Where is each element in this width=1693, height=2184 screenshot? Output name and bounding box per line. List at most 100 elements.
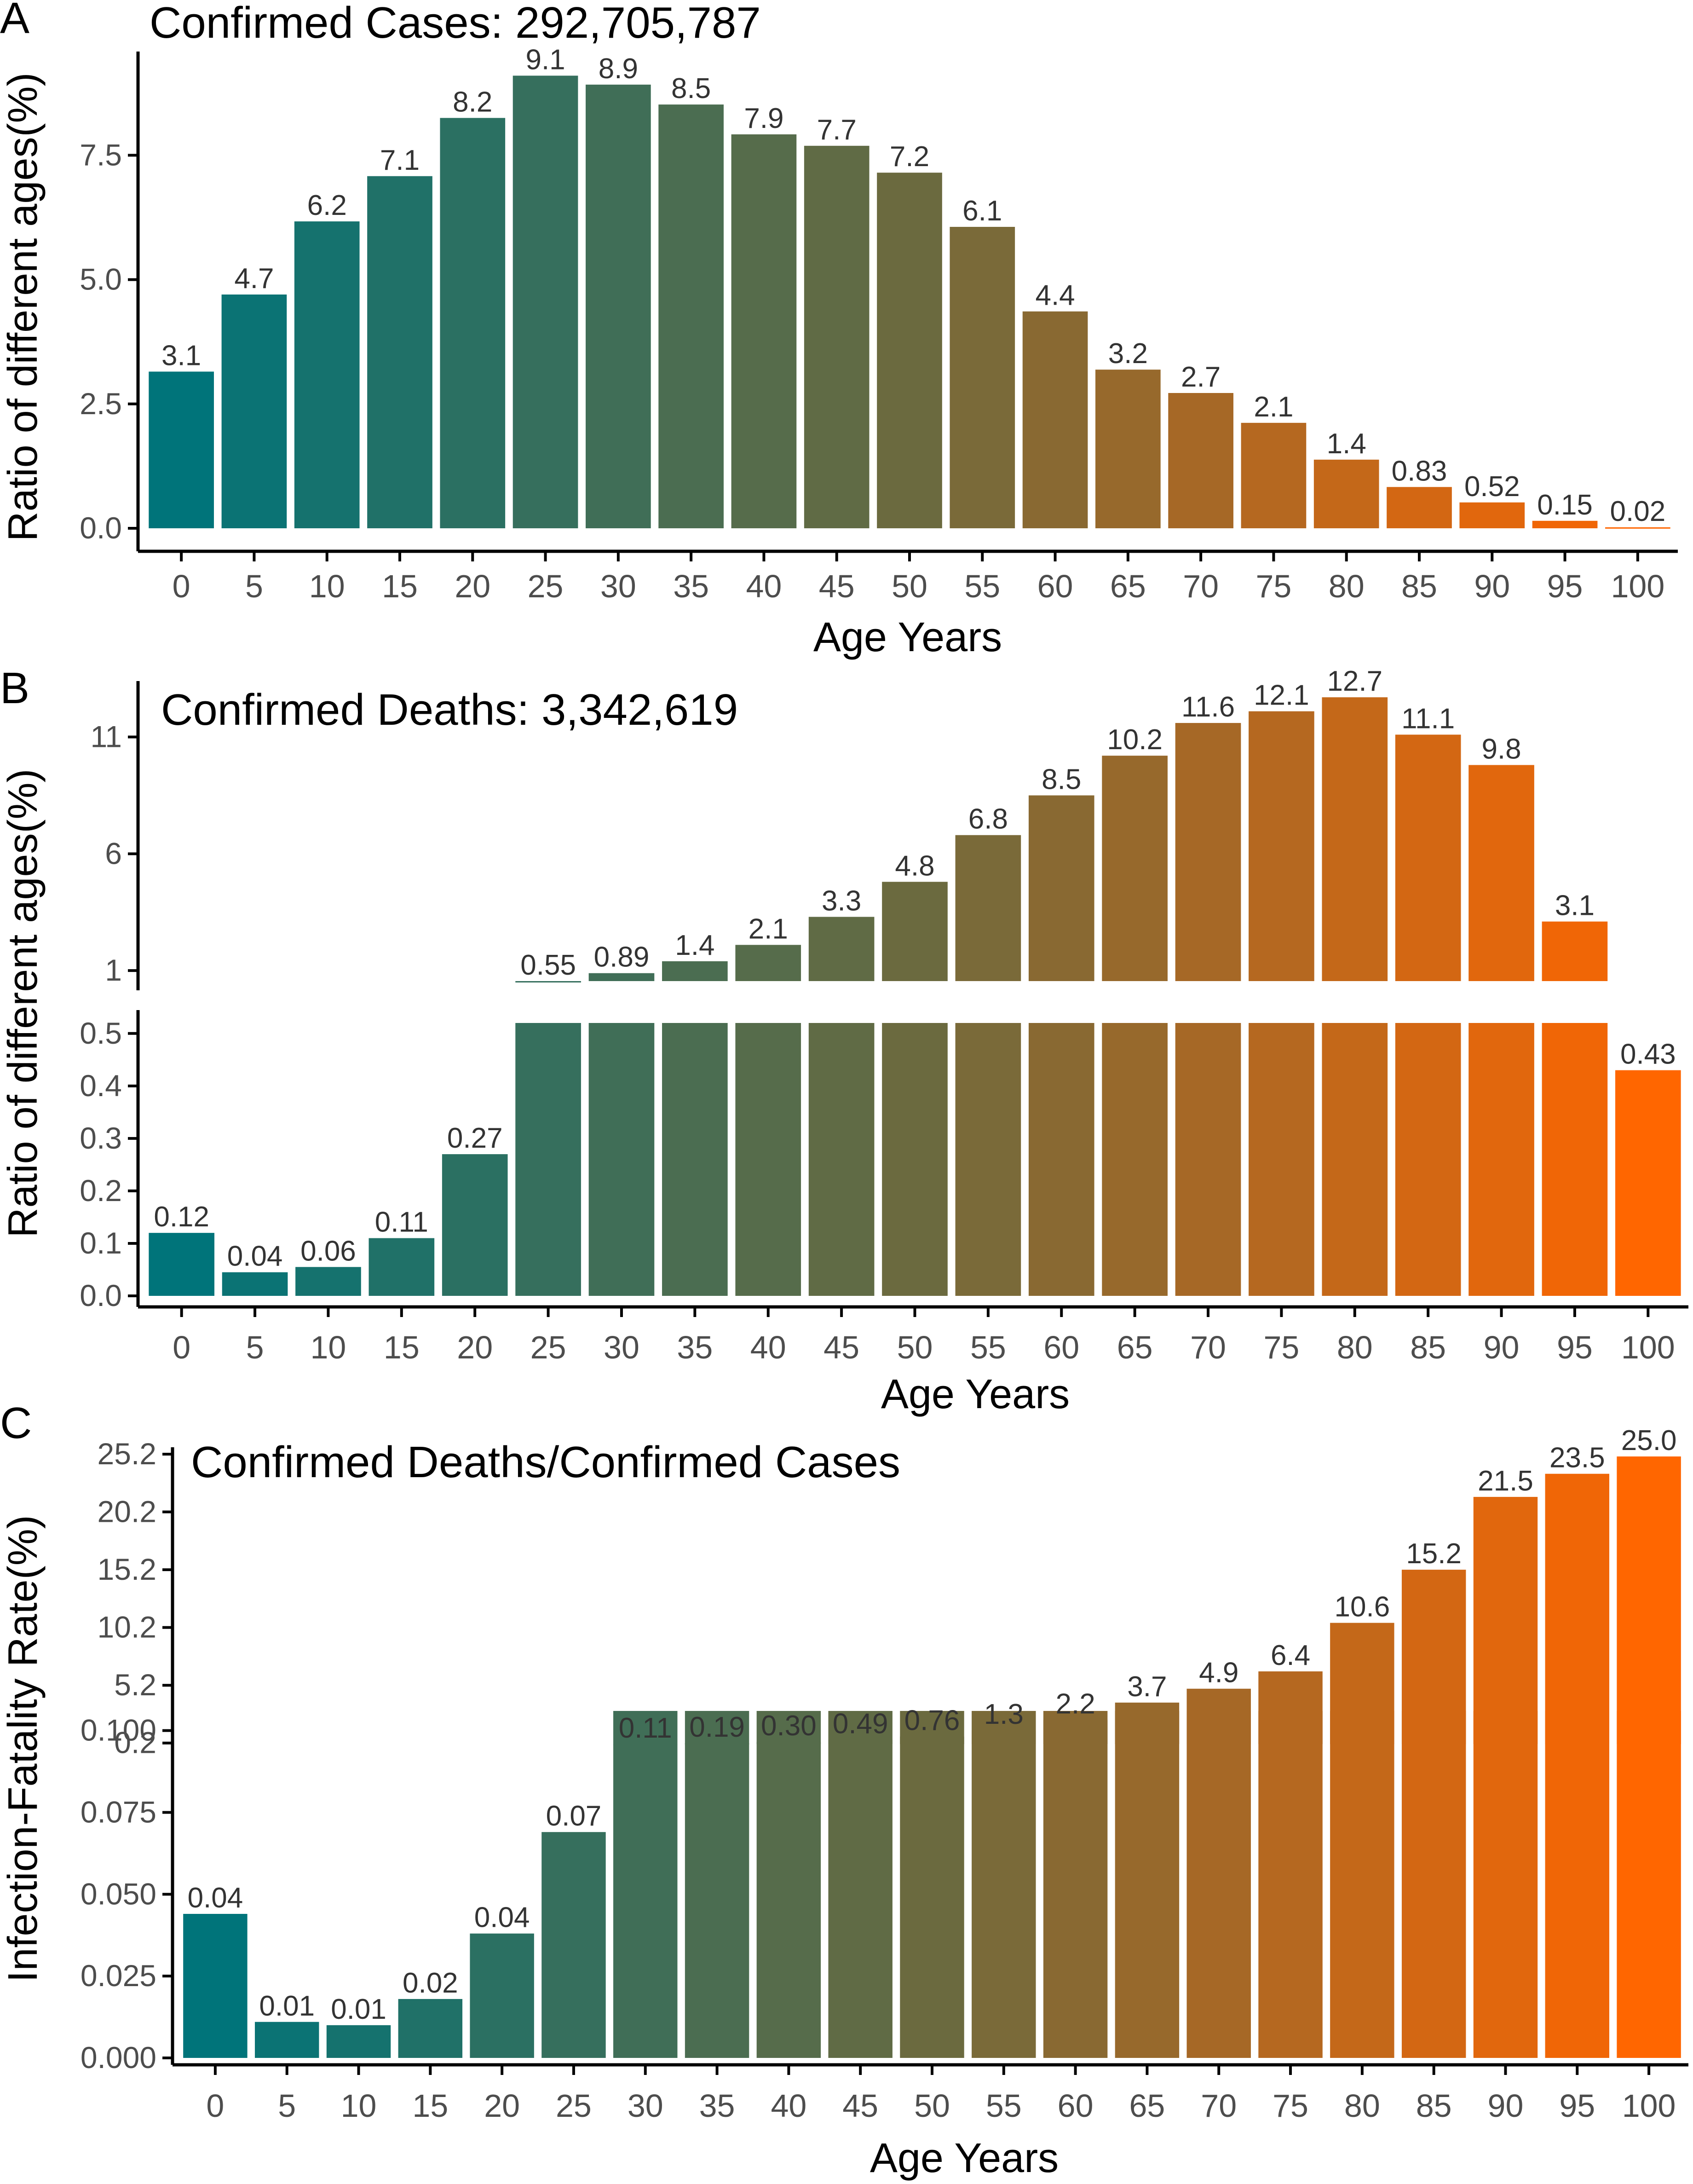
x-axis-tick-label: 5: [245, 568, 263, 604]
bar-lower-segment: [149, 1233, 215, 1296]
x-axis-tick-label: 35: [673, 568, 709, 604]
bar-lower-segment: [1330, 1711, 1394, 2058]
bar-upper-segment: [882, 882, 948, 981]
bar-lower-segment: [254, 2022, 319, 2058]
x-axis-label-b: Age Years: [881, 1371, 1070, 1417]
y-axis-lower-tick-label: 0.2: [80, 1173, 122, 1208]
data-label: 4.7: [234, 263, 274, 295]
plot-area-c: 0.0000.0250.0500.0750.1000.25.210.215.22…: [81, 1425, 1688, 2124]
chart-title-c: Confirmed Deaths/Confirmed Cases: [191, 1438, 900, 1487]
x-axis-tick-label: 15: [384, 1329, 420, 1365]
x-axis-tick-label: 60: [1058, 2088, 1094, 2124]
data-label: 0.89: [594, 942, 650, 973]
x-axis-tick-label: 40: [771, 2088, 806, 2124]
data-label: 7.2: [890, 141, 929, 173]
x-axis-tick-label: 0: [206, 2088, 224, 2124]
x-axis-tick-label: 50: [914, 2088, 950, 2124]
data-label: 10.6: [1335, 1591, 1390, 1623]
bar-lower-segment: [1028, 1023, 1094, 1296]
x-axis-tick-label: 70: [1190, 1329, 1226, 1365]
bar-lower-segment: [1258, 1711, 1323, 2058]
y-axis-lower-tick-label: 0.025: [81, 1959, 156, 1993]
x-axis-tick-label: 90: [1488, 2088, 1524, 2124]
y-axis-upper-tick-label: 5.2: [114, 1668, 156, 1702]
x-axis-tick-label: 95: [1559, 2088, 1595, 2124]
bar-lower-segment: [222, 1272, 288, 1296]
data-label: 0.49: [833, 1708, 888, 1739]
bar-lower-segment: [1175, 1023, 1241, 1296]
x-axis-label-c: Age Years: [870, 2135, 1059, 2181]
data-label: 3.7: [1127, 1671, 1167, 1703]
data-label: 8.2: [453, 86, 492, 118]
x-axis-tick-label: 25: [530, 1329, 566, 1365]
x-axis-tick-label: 10: [341, 2088, 377, 2124]
data-label: 0.55: [520, 949, 576, 981]
data-label: 0.12: [154, 1201, 209, 1233]
bar-lower-segment: [900, 1711, 964, 2058]
bar-lower-segment: [369, 1238, 435, 1296]
bar-lower-segment: [828, 1711, 893, 2058]
x-axis-tick-label: 90: [1484, 1329, 1520, 1365]
x-axis-tick-label: 15: [382, 568, 418, 604]
x-axis-tick-label: 15: [412, 2088, 448, 2124]
bar-upper-segment: [828, 1739, 893, 1744]
data-label: 0.11: [375, 1207, 428, 1238]
data-label: 3.1: [161, 340, 201, 372]
x-axis-tick-label: 100: [1621, 1329, 1675, 1365]
data-label: 0.52: [1464, 471, 1520, 503]
bar: [149, 371, 214, 528]
x-axis-tick-label: 20: [455, 568, 490, 604]
data-label: 7.7: [817, 114, 857, 146]
data-label: 6.8: [968, 803, 1008, 835]
bar-upper-segment: [1395, 734, 1461, 981]
panel-c: C Confirmed Deaths/Confirmed Cases Infec…: [0, 1398, 1688, 2181]
x-axis-tick-label: 25: [528, 568, 564, 604]
x-axis-tick-label: 60: [1037, 568, 1073, 604]
y-axis-upper-tick-label: 1: [105, 953, 122, 987]
bar-upper-segment: [662, 961, 728, 981]
data-label: 1.4: [675, 930, 714, 961]
bar-lower-segment: [515, 1023, 581, 1296]
x-axis-tick-label: 100: [1622, 2088, 1676, 2124]
bar-lower-segment: [882, 1023, 948, 1296]
bar-upper-segment: [1043, 1720, 1108, 1744]
x-axis-tick-label: 20: [484, 2088, 520, 2124]
y-axis-lower-tick-label: 0.100: [81, 1713, 156, 1747]
bar-lower-segment: [183, 1914, 248, 2058]
x-axis-tick-label: 55: [964, 568, 1000, 604]
bar: [804, 145, 870, 528]
y-axis-lower-tick-label: 0.075: [81, 1795, 156, 1829]
x-axis-tick-label: 50: [892, 568, 927, 604]
data-label: 1.4: [1327, 428, 1366, 460]
x-axis-tick-label: 65: [1117, 1329, 1153, 1365]
y-axis-tick-label: 0.0: [80, 511, 122, 545]
data-label: 12.7: [1327, 665, 1382, 697]
y-axis-lower-tick-label: 0.3: [80, 1121, 122, 1155]
y-axis-lower-tick-label: 0.1: [80, 1226, 122, 1260]
bar-lower-segment: [470, 1933, 534, 2058]
data-label: 0.76: [904, 1705, 960, 1737]
x-axis-tick-label: 10: [309, 568, 345, 604]
y-axis-lower-tick-label: 0.5: [80, 1016, 122, 1050]
bar-lower-segment: [756, 1711, 821, 2058]
bar-lower-segment: [1249, 1023, 1314, 1296]
data-label: 7.1: [380, 144, 420, 176]
data-label: 11.1: [1401, 703, 1455, 734]
bar-lower-segment: [1115, 1711, 1180, 2058]
bar: [367, 176, 432, 528]
bar: [1532, 520, 1598, 528]
data-label: 0.11: [619, 1712, 672, 1744]
y-axis-lower-tick-label: 0.000: [81, 2040, 156, 2074]
y-axis-label-c: Infection-Fatality Rate(%): [0, 1515, 46, 1982]
bar-upper-segment: [588, 973, 655, 981]
data-label: 21.5: [1478, 1465, 1533, 1497]
y-axis-upper-tick-label: 10.2: [98, 1610, 156, 1644]
y-axis-label-b: Ratio of different ages(%): [0, 769, 46, 1238]
data-label: 4.4: [1035, 280, 1075, 312]
bar-lower-segment: [1395, 1023, 1461, 1296]
data-label: 6.4: [1271, 1640, 1310, 1671]
data-label: 0.02: [403, 1967, 458, 1999]
bar-lower-segment: [613, 1711, 678, 2058]
bar-upper-segment: [1322, 697, 1388, 981]
